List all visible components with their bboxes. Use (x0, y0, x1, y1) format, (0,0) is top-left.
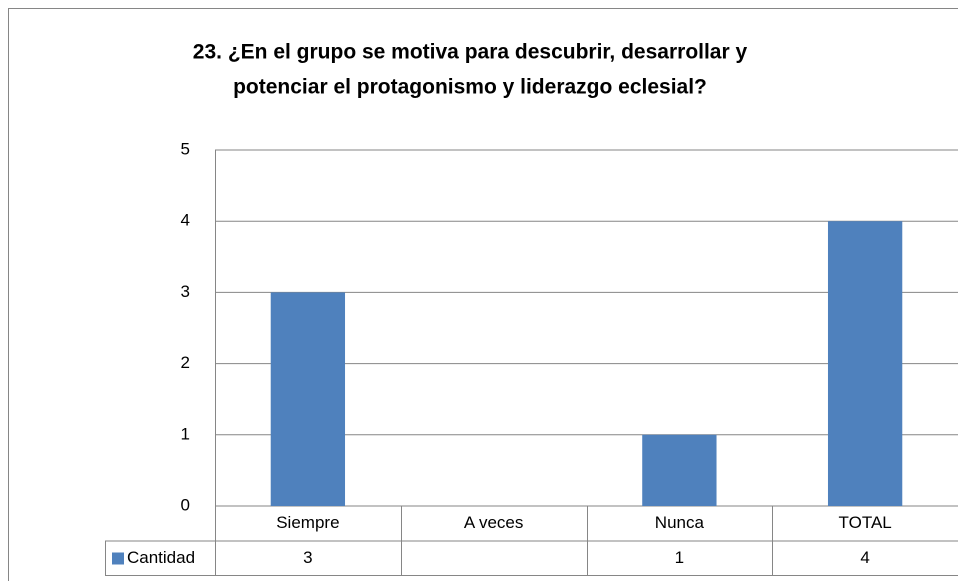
x-tick-label: A veces (464, 513, 524, 532)
data-table-value: 1 (675, 548, 684, 567)
x-tick-label: Nunca (655, 513, 705, 532)
y-tick-label: 3 (181, 282, 190, 301)
y-tick-label: 4 (181, 211, 190, 230)
legend-label: Cantidad (127, 548, 195, 567)
y-tick-label: 5 (181, 139, 190, 158)
bar (271, 292, 345, 506)
x-tick-label: Siempre (276, 513, 339, 532)
chart-title: 23. ¿En el grupo se motiva para descubri… (193, 41, 748, 64)
y-tick-label: 1 (181, 424, 190, 443)
x-tick-label: TOTAL (839, 513, 892, 532)
data-table-value: 4 (860, 548, 869, 567)
chart-title: potenciar el protagonismo y liderazgo ec… (233, 76, 707, 99)
data-table-value: 3 (303, 548, 312, 567)
y-tick-label: 2 (181, 353, 190, 372)
bar (828, 221, 902, 506)
legend-swatch (112, 553, 124, 565)
y-tick-label: 0 (181, 495, 190, 514)
bar (642, 435, 716, 506)
